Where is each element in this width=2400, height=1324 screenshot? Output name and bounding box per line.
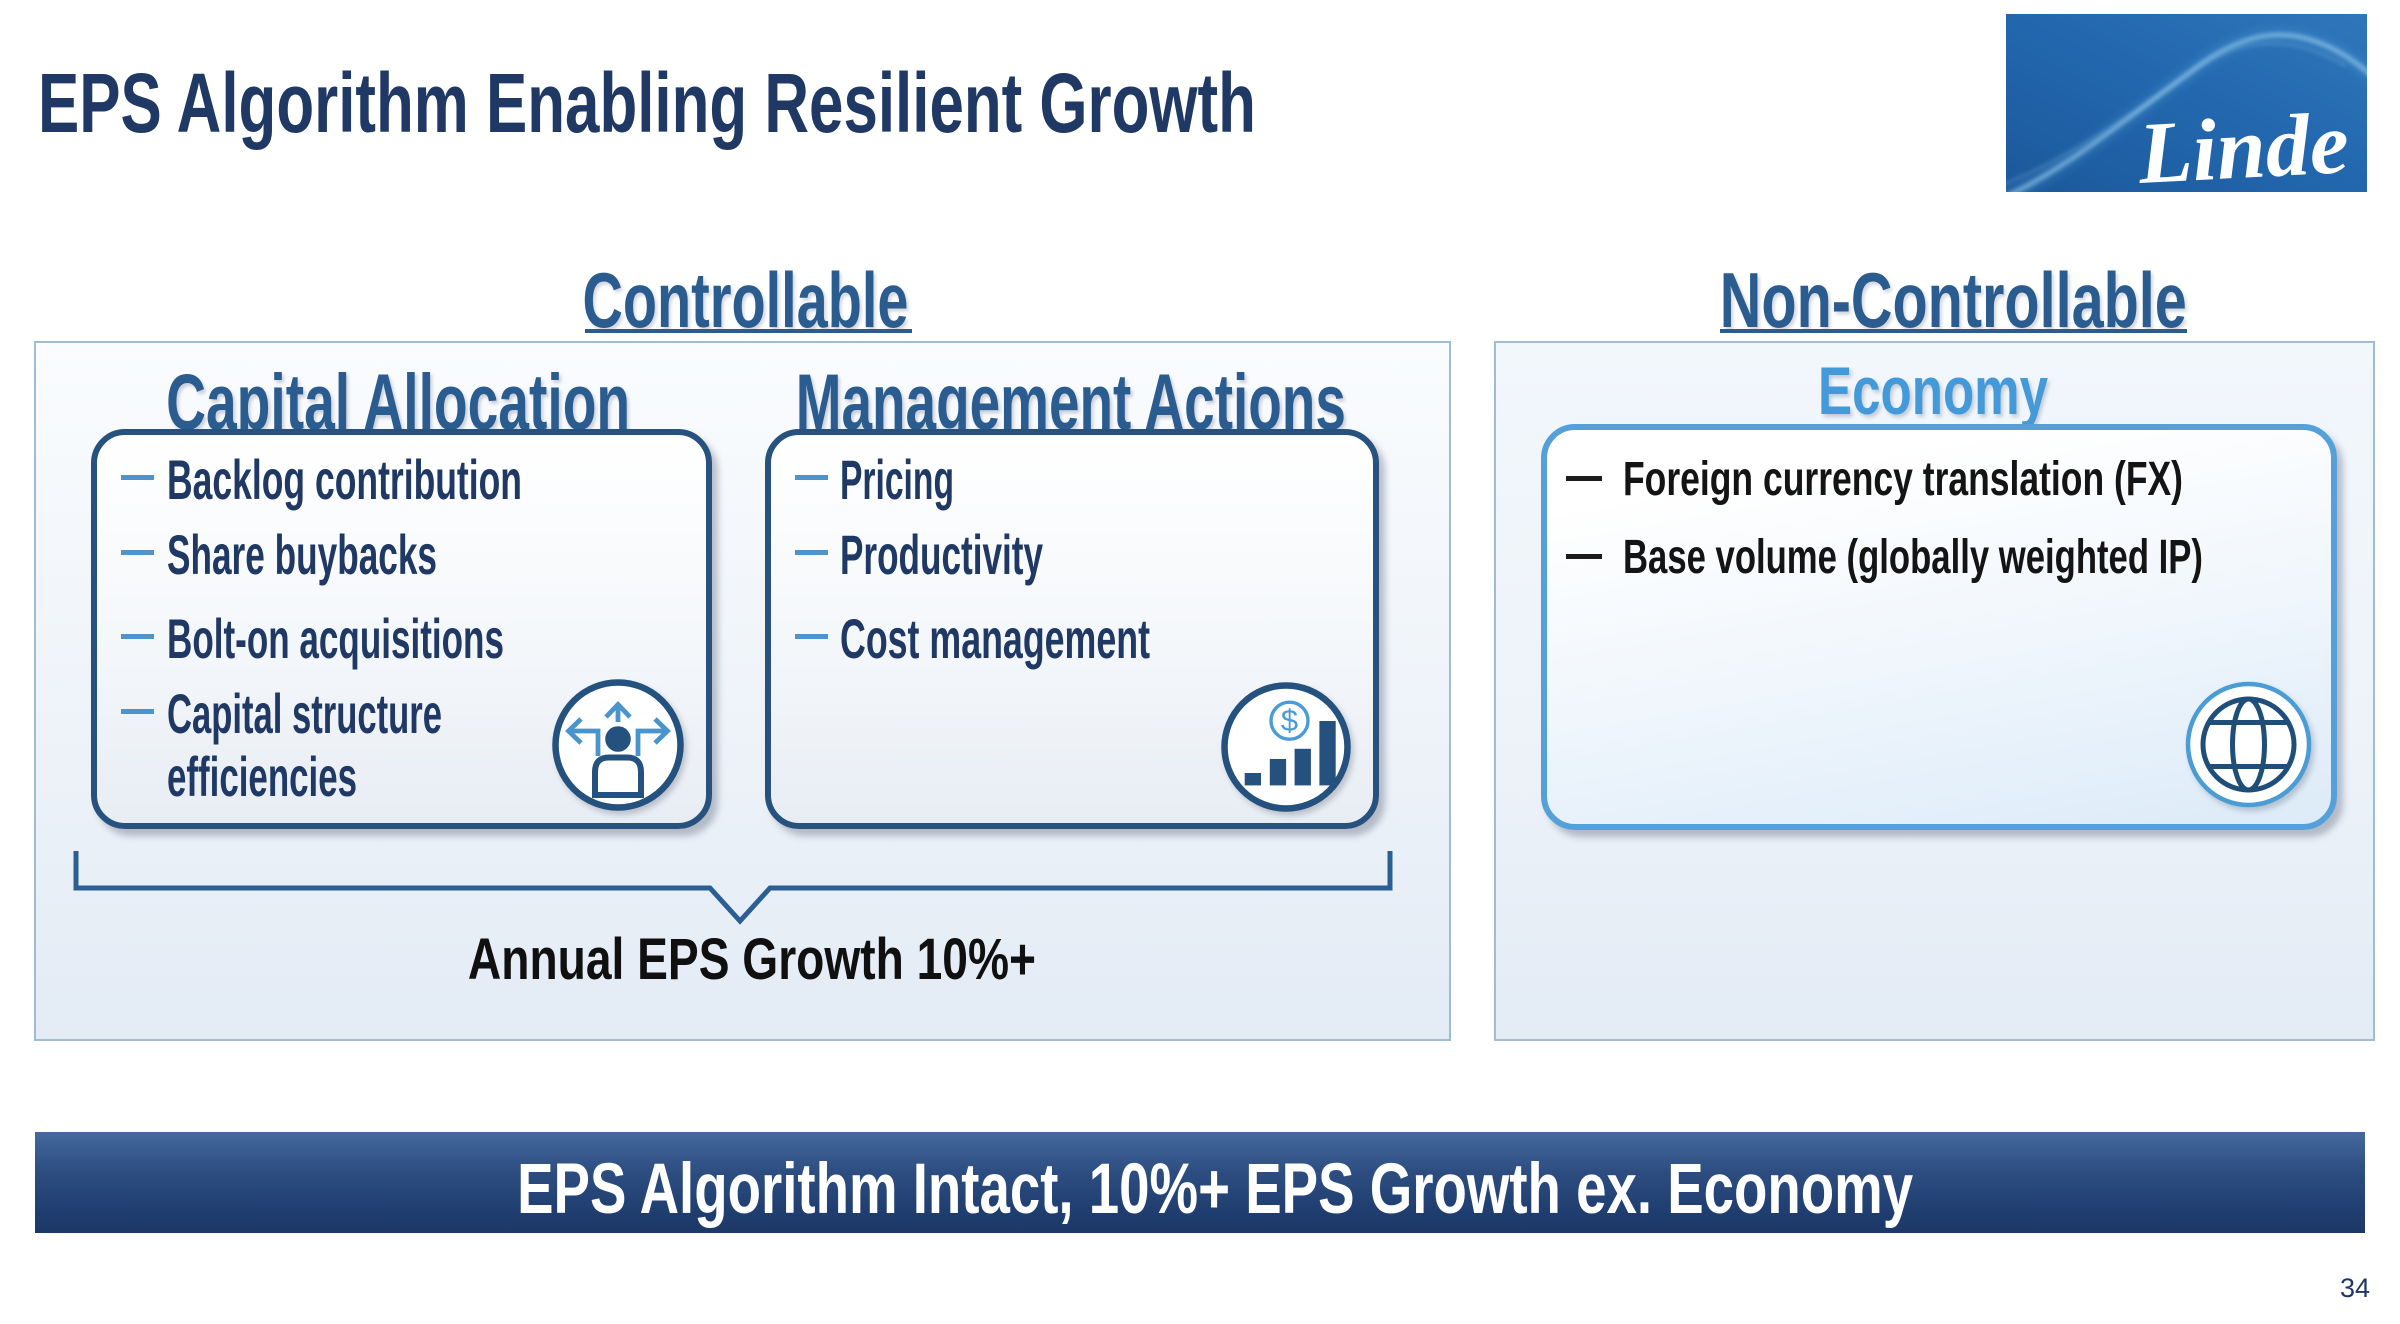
svg-text:$: $ bbox=[1281, 703, 1298, 738]
svg-text:Linde: Linde bbox=[2135, 95, 2351, 192]
